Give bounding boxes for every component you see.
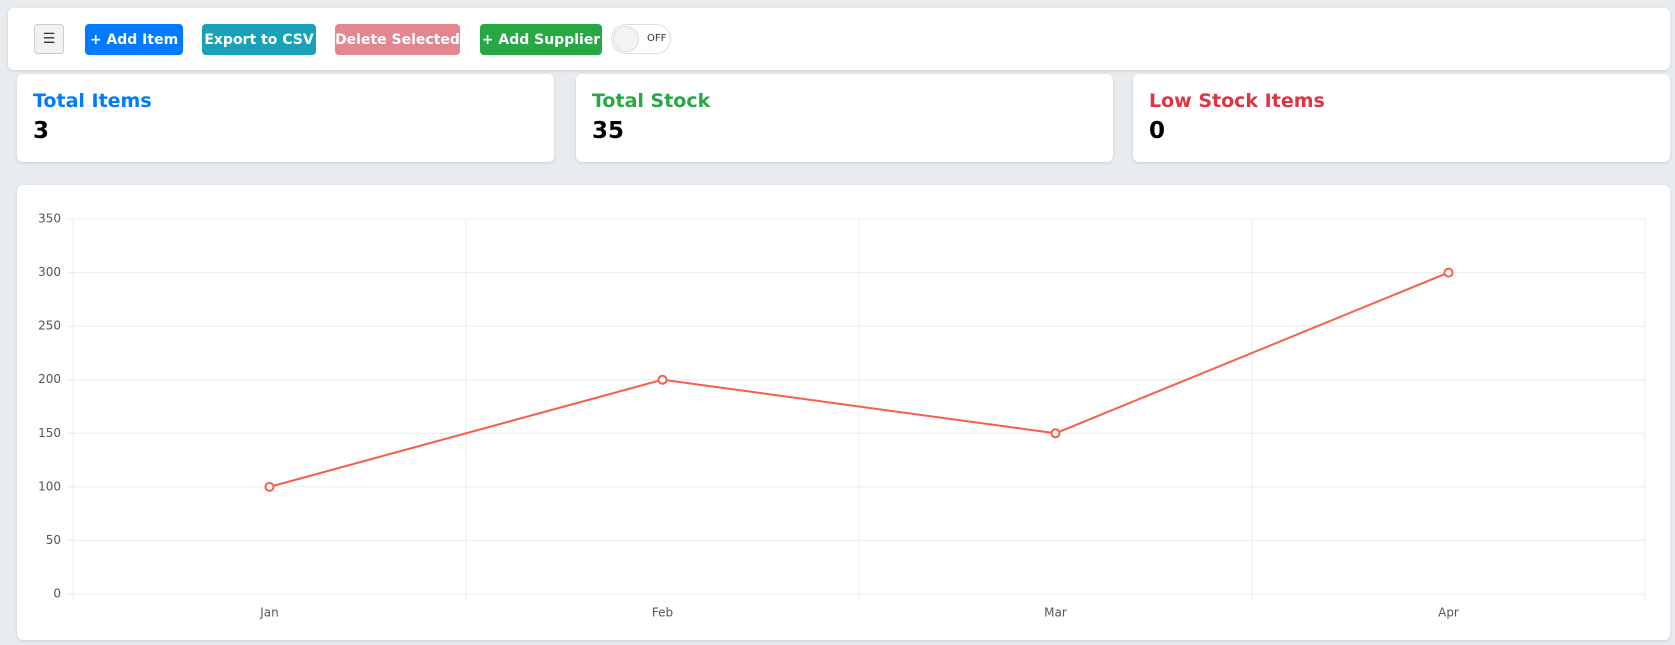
stat-card: Low Stock Items 0 — [1133, 74, 1670, 162]
toggle-label: OFF — [647, 33, 667, 44]
y-tick-label: 0 — [53, 587, 61, 601]
delete-button[interactable]: Delete Selected — [335, 24, 460, 55]
y-tick-label: 300 — [38, 265, 61, 279]
stat-card: Total Stock 35 — [576, 74, 1113, 162]
toggle[interactable]: OFF — [611, 24, 671, 54]
point — [1050, 428, 1061, 439]
y-tick-label: 150 — [38, 426, 61, 440]
line — [269, 271, 1449, 488]
stat-card: Total Items 3 — [17, 74, 554, 162]
stat-value: 3 — [33, 118, 50, 144]
point — [264, 481, 275, 492]
stat-label: Low Stock Items — [1149, 90, 1325, 112]
x-tick-label: Jan — [259, 606, 279, 620]
stat-label: Total Stock — [592, 90, 711, 112]
toggle-knob — [613, 26, 639, 52]
stat-value: 0 — [1149, 118, 1166, 144]
stat-label: Total Items — [33, 90, 152, 112]
y-tick-label: 100 — [38, 479, 61, 493]
stat-value: 35 — [592, 118, 625, 144]
x-tick-label: Feb — [652, 606, 673, 620]
toolbar: ☰ + Add Item Export to CSV Delete Select… — [8, 8, 1670, 70]
y-tick-label: 200 — [38, 372, 61, 386]
add-item-button[interactable]: + Add Item — [85, 24, 183, 55]
menu-button[interactable]: ☰ — [34, 24, 64, 54]
x-tick-label: Mar — [1044, 606, 1067, 620]
x-tick-label: Apr — [1438, 606, 1459, 620]
y-tick-label: 350 — [38, 212, 61, 226]
point — [1443, 267, 1454, 278]
y-tick-label: 50 — [46, 533, 61, 547]
y-tick-label: 250 — [38, 319, 61, 333]
export-button[interactable]: Export to CSV — [202, 24, 316, 55]
chart: 0 50 100 150 200 250 300 350 Jan Feb Mar Apr — [38, 212, 1646, 620]
add-supplier-button[interactable]: + Add Supplier — [480, 24, 602, 55]
point — [657, 374, 668, 385]
chart-card: 0 50 100 150 200 250 300 350 Jan Feb Mar Apr — [17, 185, 1670, 640]
